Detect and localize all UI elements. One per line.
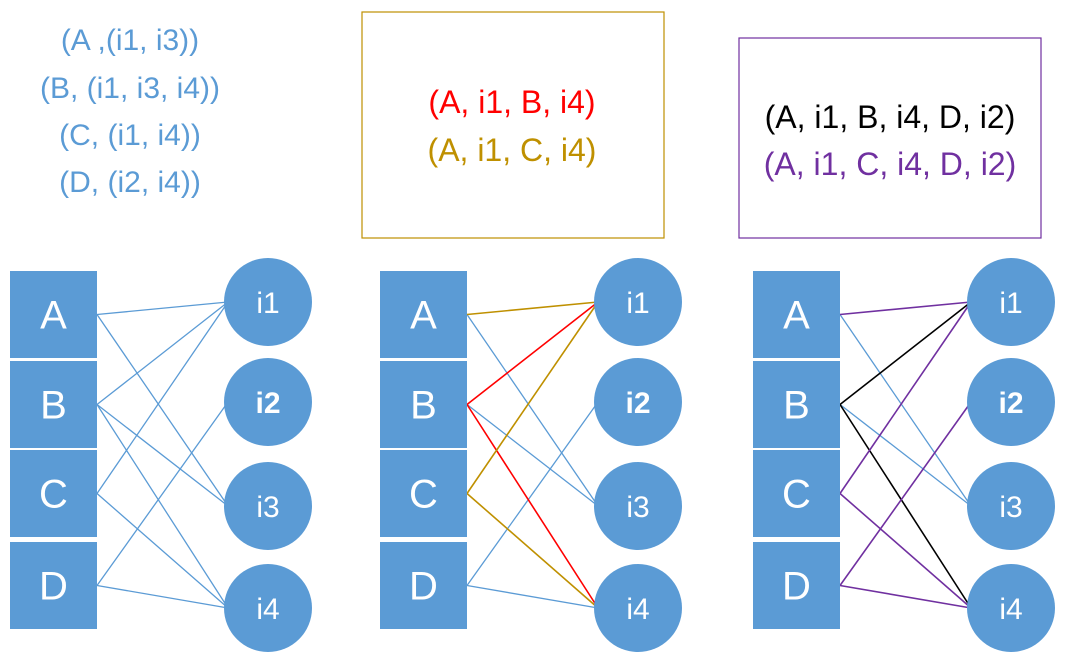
item-node-label: i4 [256,593,279,626]
tuple-line: (D, (i2, i4)) [59,166,201,199]
tuple-line: (B, (i1, i3, i4)) [40,72,220,105]
edge-B-i1 [839,301,972,406]
user-node-A [10,271,97,358]
edge-A-i1 [96,301,229,316]
edge-B-i1 [96,301,229,406]
path-line-purple: (A, i1, C, i4, D, i2) [764,146,1017,182]
item-node-label: i4 [626,593,649,626]
user-node-B [380,361,467,448]
edge-D-i2 [96,401,229,586]
user-node-label: D [39,565,68,609]
item-node-label: i1 [999,287,1022,320]
item-node-i4 [967,564,1055,652]
edge-C-i4 [466,492,599,609]
user-node-D [753,542,840,629]
edge-B-i4 [466,404,599,609]
paths-box-1 [361,11,665,239]
item-node-i2 [594,358,682,446]
item-node-i4 [594,564,682,652]
graph-panel-length-6-paths: A B C Di1 i2 i3 i4 [753,258,1055,652]
item-node-i1 [224,258,312,346]
edge-C-i4 [839,492,972,609]
edge-A-i3 [96,314,229,507]
item-node-i3 [224,462,312,550]
item-node-i3 [594,462,682,550]
edge-C-i1 [839,301,972,494]
user-node-label: A [783,294,810,338]
edge-C-i1 [466,301,599,494]
item-node-label: i1 [626,287,649,320]
edge-B-i4 [839,404,972,609]
item-node-i1 [594,258,682,346]
edge-A-i1 [466,301,599,316]
user-node-label: B [410,384,437,428]
tuple-line: (A ,(i1, i3)) [61,24,199,57]
path-line-gold: (A, i1, C, i4) [428,132,597,168]
user-node-label: B [40,384,67,428]
graph-panel-length-4-paths: A B C Di1 i2 i3 i4 [380,258,682,652]
edge-A-i3 [466,314,599,507]
user-node-label: B [783,384,810,428]
item-node-i2 [967,358,1055,446]
item-node-label: i3 [256,491,279,524]
edge-B-i1 [466,301,599,406]
item-node-label: i3 [999,491,1022,524]
item-node-i1 [967,258,1055,346]
edge-D-i4 [466,584,599,609]
edge-D-i2 [839,401,972,586]
user-node-label: C [409,473,438,517]
edge-D-i2 [466,401,599,586]
user-node-label: D [409,565,438,609]
item-node-label: i4 [999,593,1022,626]
user-node-C [753,450,840,537]
user-node-B [10,361,97,448]
user-node-label: A [40,294,67,338]
edge-B-i3 [96,403,229,507]
edge-A-i3 [839,314,972,507]
edges [96,301,229,609]
edge-B-i4 [96,404,229,609]
item-node-i3 [967,462,1055,550]
edge-A-i1 [839,301,972,316]
tuple-line: (C, (i1, i4)) [59,119,201,152]
user-node-D [10,542,97,629]
path-line-red: (A, i1, B, i4) [428,84,595,120]
user-node-C [10,450,97,537]
tuple-list: (A ,(i1, i3)) (B, (i1, i3, i4)) (C, (i1,… [40,24,220,199]
user-node-label: C [782,473,811,517]
edge-D-i4 [96,584,229,609]
item-node-i4 [224,564,312,652]
graph-panel-all-edges: A B C Di1 i2 i3 i4 [10,258,312,652]
item-node-label: i1 [256,287,279,320]
item-node-label: i2 [625,387,650,420]
edges [466,301,599,609]
user-node-D [380,542,467,629]
user-node-B [753,361,840,448]
user-node-C [380,450,467,537]
edge-B-i3 [839,403,972,507]
item-node-label: i2 [998,387,1023,420]
graph-panels: A B C Di1 i2 i3 i4 A B C Di1 i2 i3 i4 A B C Di1 i2 i3 i4 [10,258,1055,652]
edge-C-i4 [96,493,229,609]
edges [839,301,972,609]
user-node-label: C [39,473,68,517]
edge-C-i1 [96,301,229,494]
edge-B-i3 [466,403,599,507]
user-node-label: A [410,294,437,338]
path-line-black: (A, i1, B, i4, D, i2) [765,99,1016,135]
paths-box-2 [738,37,1042,239]
user-node-A [380,271,467,358]
edge-D-i4 [839,584,972,609]
item-node-label: i3 [626,491,649,524]
item-node-label: i2 [255,387,280,420]
user-node-A [753,271,840,358]
item-node-i2 [224,358,312,446]
user-node-label: D [782,565,811,609]
